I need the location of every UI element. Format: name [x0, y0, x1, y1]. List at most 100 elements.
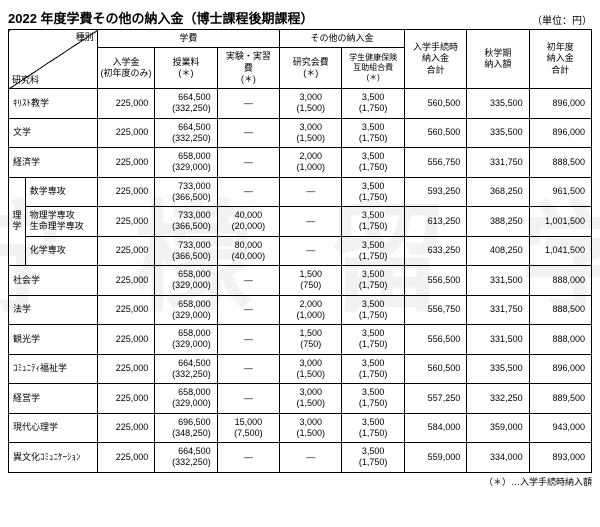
c-jugyo: 733,000(366,500): [155, 177, 217, 207]
row-name: 現代心理学: [9, 413, 98, 443]
c-gakusei: 3,500(1,750): [342, 384, 404, 414]
c-tet: 556,750: [404, 295, 466, 325]
c-jugyo: 664,500(332,250): [155, 354, 217, 384]
c-tet: 584,000: [404, 413, 466, 443]
c-tet: 556,500: [404, 325, 466, 355]
c-tet: 556,500: [404, 266, 466, 296]
c-gakusei: 3,500(1,750): [342, 266, 404, 296]
table-row: 経済学225,000658,000(329,000)—2,000(1,000)3…: [9, 148, 592, 178]
h-gakuhi: 学費: [97, 30, 279, 48]
c-gakusei: 3,500(1,750): [342, 118, 404, 148]
c-gakusei: 3,500(1,750): [342, 354, 404, 384]
c-sho: 896,000: [529, 118, 591, 148]
c-jikken: —: [217, 384, 279, 414]
c-aki: 388,250: [467, 207, 529, 237]
table-row: 法学225,000658,000(329,000)—2,000(1,000)3,…: [9, 295, 592, 325]
row-name: 物理学専攻生命理学専攻: [25, 207, 97, 237]
row-name: 文学: [9, 118, 98, 148]
h-nyugaku: 入学金(初年度のみ): [97, 48, 155, 89]
table-row: 経営学225,000658,000(329,000)—3,000(1,500)3…: [9, 384, 592, 414]
c-jikken: —: [217, 354, 279, 384]
c-nyugaku: 225,000: [97, 89, 155, 119]
c-jugyo: 658,000(329,000): [155, 295, 217, 325]
table-body: ｷﾘｽﾄ教学225,000664,500(332,250)—3,000(1,50…: [9, 89, 592, 473]
ri-group: 理学: [9, 177, 26, 266]
c-jikken: 15,000(7,500): [217, 413, 279, 443]
c-tet: 613,250: [404, 207, 466, 237]
c-nyugaku: 225,000: [97, 413, 155, 443]
c-sho: 888,000: [529, 325, 591, 355]
c-kenkyu: 1,500(750): [280, 325, 342, 355]
row-name: ｷﾘｽﾄ教学: [9, 89, 98, 119]
page-title: 2022 年度学費その他の納入金（博士課程後期課程）: [8, 8, 314, 27]
c-kenkyu: 3,000(1,500): [280, 89, 342, 119]
c-sho: 1,001,500: [529, 207, 591, 237]
table-row: ｷﾘｽﾄ教学225,000664,500(332,250)—3,000(1,50…: [9, 89, 592, 119]
row-name: 数学専攻: [25, 177, 97, 207]
c-jugyo: 658,000(329,000): [155, 266, 217, 296]
c-sho: 943,000: [529, 413, 591, 443]
c-gakusei: 3,500(1,750): [342, 295, 404, 325]
c-kenkyu: 3,000(1,500): [280, 384, 342, 414]
c-nyugaku: 225,000: [97, 384, 155, 414]
c-aki: 408,250: [467, 236, 529, 266]
row-name: ｺﾐｭﾆﾃｨ福祉学: [9, 354, 98, 384]
c-aki: 331,750: [467, 148, 529, 178]
table-row: 現代心理学225,000696,500(348,250)15,000(7,500…: [9, 413, 592, 443]
diag-header: 種別 研究科: [9, 30, 98, 89]
c-aki: 359,000: [467, 413, 529, 443]
c-aki: 331,500: [467, 266, 529, 296]
fee-table: 種別 研究科 学費 その他の納入金 入学手続時納入金合計 秋学期納入額 初年度納…: [8, 29, 592, 473]
row-name: 化学専攻: [25, 236, 97, 266]
c-gakusei: 3,500(1,750): [342, 443, 404, 473]
c-nyugaku: 225,000: [97, 177, 155, 207]
c-aki: 331,500: [467, 325, 529, 355]
c-kenkyu: 3,000(1,500): [280, 413, 342, 443]
table-row: 社会学225,000658,000(329,000)—1,500(750)3,5…: [9, 266, 592, 296]
h-tetsuzuki: 入学手続時納入金合計: [404, 30, 466, 89]
c-jugyo: 658,000(329,000): [155, 325, 217, 355]
c-jikken: —: [217, 118, 279, 148]
c-nyugaku: 225,000: [97, 236, 155, 266]
c-tet: 633,250: [404, 236, 466, 266]
c-jikken: —: [217, 89, 279, 119]
row-name: 経済学: [9, 148, 98, 178]
c-aki: 334,000: [467, 443, 529, 473]
c-jikken: —: [217, 266, 279, 296]
table-row: 文学225,000664,500(332,250)—3,000(1,500)3,…: [9, 118, 592, 148]
unit-label: （単位：円）: [532, 12, 592, 27]
c-aki: 335,500: [467, 118, 529, 148]
table-row: 観光学225,000658,000(329,000)—1,500(750)3,5…: [9, 325, 592, 355]
c-aki: 335,500: [467, 89, 529, 119]
c-nyugaku: 225,000: [97, 118, 155, 148]
c-jugyo: 664,500(332,250): [155, 118, 217, 148]
c-nyugaku: 225,000: [97, 354, 155, 384]
c-sho: 961,500: [529, 177, 591, 207]
c-nyugaku: 225,000: [97, 443, 155, 473]
h-sonota: その他の納入金: [280, 30, 405, 48]
c-tet: 560,500: [404, 89, 466, 119]
c-jugyo: 658,000(329,000): [155, 148, 217, 178]
c-jikken: 40,000(20,000): [217, 207, 279, 237]
footnote: （＊）…入学手続時納入額: [8, 475, 592, 488]
c-jikken: —: [217, 148, 279, 178]
c-sho: 1,041,500: [529, 236, 591, 266]
c-gakusei: 3,500(1,750): [342, 207, 404, 237]
row-name: 異文化ｺﾐｭﾆｹｰｼｮﾝ: [9, 443, 98, 473]
c-gakusei: 3,500(1,750): [342, 413, 404, 443]
c-gakusei: 3,500(1,750): [342, 177, 404, 207]
c-sho: 889,500: [529, 384, 591, 414]
c-jugyo: 733,000(366,500): [155, 236, 217, 266]
h-jugyo: 授業料(＊): [155, 48, 217, 89]
c-sho: 888,500: [529, 148, 591, 178]
c-aki: 335,500: [467, 354, 529, 384]
c-jugyo: 733,000(366,500): [155, 207, 217, 237]
c-nyugaku: 225,000: [97, 148, 155, 178]
table-header: 種別 研究科 学費 その他の納入金 入学手続時納入金合計 秋学期納入額 初年度納…: [9, 30, 592, 89]
c-aki: 332,250: [467, 384, 529, 414]
c-kenkyu: 3,000(1,500): [280, 354, 342, 384]
c-kenkyu: 2,000(1,000): [280, 148, 342, 178]
table-row: 化学専攻225,000733,000(366,500)80,000(40,000…: [9, 236, 592, 266]
c-kenkyu: 1,500(750): [280, 266, 342, 296]
c-gakusei: 3,500(1,750): [342, 148, 404, 178]
